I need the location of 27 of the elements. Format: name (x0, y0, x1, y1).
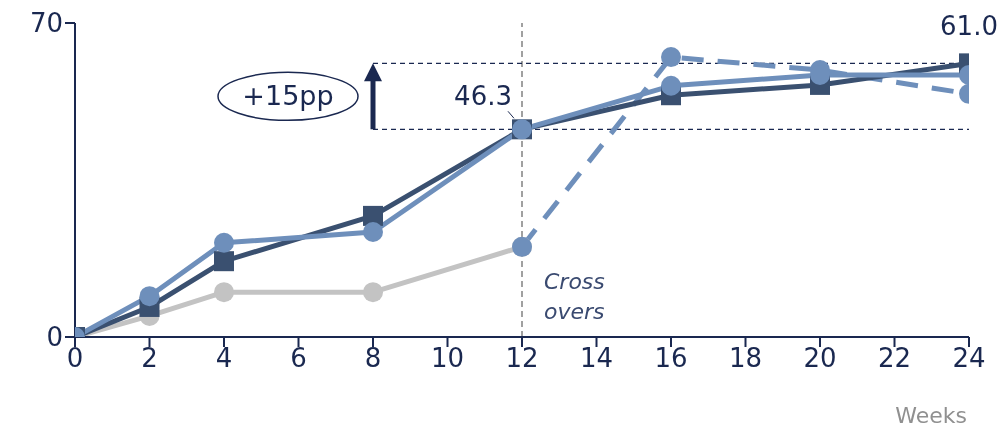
x-tick-label: 24 (952, 343, 986, 374)
x-tick-label: 4 (215, 343, 233, 374)
x-tick-label: 6 (290, 343, 307, 374)
x-tick-label: 20 (803, 343, 837, 374)
point (363, 222, 383, 243)
y-tick-label: 70 (29, 8, 63, 39)
ref-line-label: Cross overs (544, 269, 605, 324)
point (139, 286, 160, 307)
point (214, 232, 234, 253)
x-tick-label: 14 (579, 343, 614, 374)
x-tick-label: 18 (728, 343, 763, 374)
point (214, 282, 234, 303)
point (214, 251, 234, 272)
x-tick-label: 10 (430, 343, 465, 374)
annotation: +15pp (242, 80, 334, 112)
x-tick-label: 2 (141, 343, 158, 374)
x-tick-label: 16 (654, 343, 688, 374)
annotation: 46.3 (454, 81, 512, 112)
annotation: 61.0 (940, 11, 998, 42)
point (661, 75, 681, 96)
x-tick-label: 0 (66, 343, 84, 374)
x-axis-title: Weeks (895, 403, 967, 425)
point (661, 47, 681, 68)
x-tick-label: 8 (364, 343, 382, 374)
point (363, 282, 383, 303)
x-tick-label: 22 (877, 343, 912, 374)
x-tick-label: 12 (505, 343, 539, 374)
